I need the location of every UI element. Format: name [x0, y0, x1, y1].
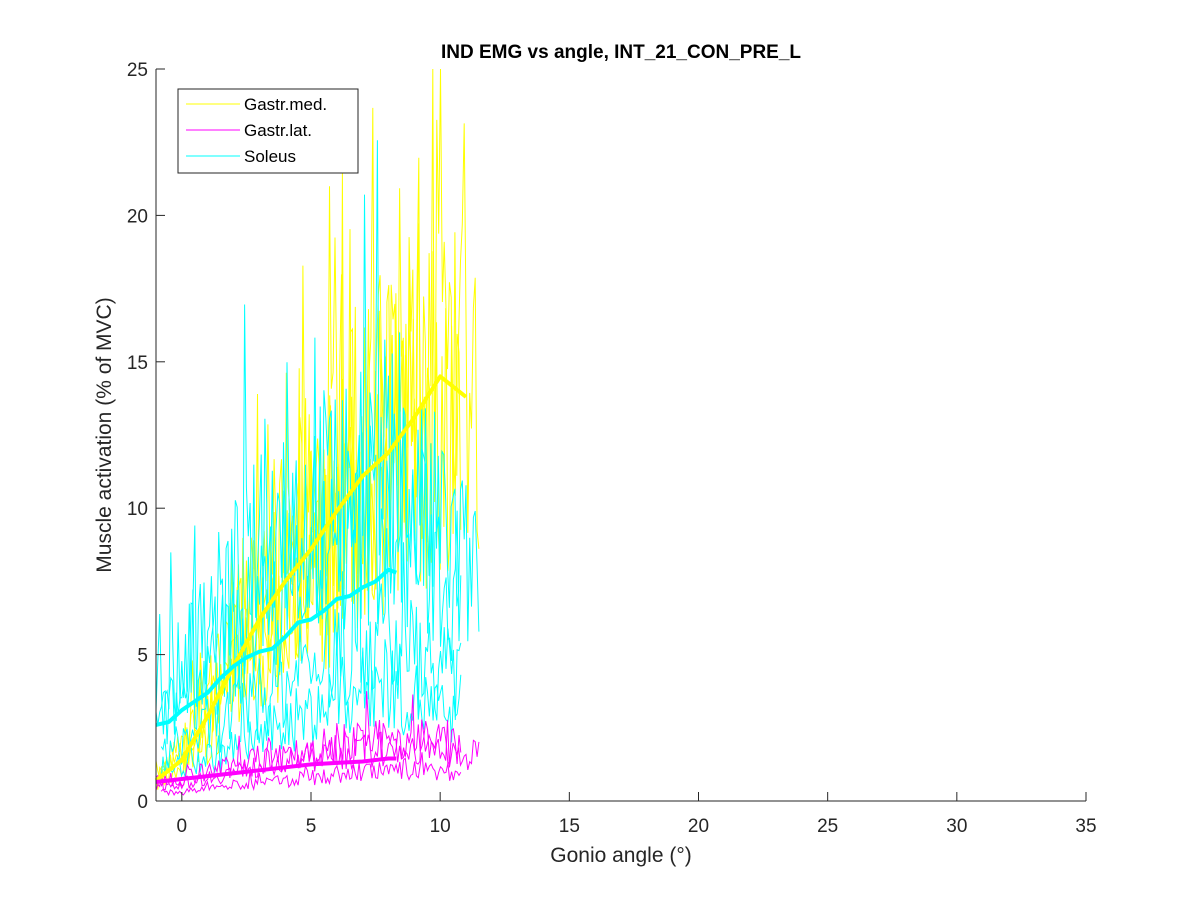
x-ticks: 0 5 10 15 20 25 30 35: [177, 792, 1097, 837]
legend-label-gastr-lat: Gastr.lat.: [244, 121, 312, 140]
x-tick-label: 30: [946, 816, 967, 837]
chart-title: IND EMG vs angle, INT_21_CON_PRE_L: [441, 42, 801, 63]
x-tick-label: 10: [430, 816, 451, 837]
x-tick-label: 20: [688, 816, 709, 837]
plot-area-background: [156, 69, 1086, 801]
trial-line-soleus-2: [160, 632, 462, 780]
x-tick-label: 15: [559, 816, 580, 837]
x-tick-label: 35: [1075, 816, 1096, 837]
x-tick-label: 25: [817, 816, 838, 837]
y-tick-label: 0: [137, 792, 148, 813]
x-tick-label: 0: [177, 816, 188, 837]
y-ticks: 0 5 10 15 20 25: [127, 60, 165, 813]
series-layer: [154, 68, 480, 797]
y-axis-label: Muscle activation (% of MVC): [93, 297, 116, 572]
legend-label-soleus: Soleus: [244, 147, 296, 166]
y-tick-label: 15: [127, 353, 148, 374]
trial-line-gastr-lat-2: [160, 752, 462, 797]
trial-line-gastr-med-2: [160, 107, 431, 774]
trial-line-gastr-lat-0: [155, 719, 480, 791]
trial-line-soleus-1: [155, 337, 462, 745]
legend: Gastr.med. Gastr.lat. Soleus: [177, 88, 359, 174]
mean-line-gastr-med: [154, 374, 468, 783]
legend-box: [177, 88, 359, 174]
y-tick-label: 25: [127, 60, 148, 81]
y-tick-label: 10: [127, 499, 148, 520]
y-tick-label: 5: [137, 646, 148, 667]
legend-label-gastr-med: Gastr.med.: [244, 95, 327, 114]
mean-line-gastr-lat: [155, 756, 397, 784]
trial-line-gastr-lat-1: [155, 691, 462, 788]
y-tick-label: 20: [127, 206, 148, 227]
x-tick-label: 5: [306, 816, 317, 837]
x-axis-label: Gonio angle (°): [550, 844, 691, 867]
mean-line-soleus: [155, 567, 397, 727]
